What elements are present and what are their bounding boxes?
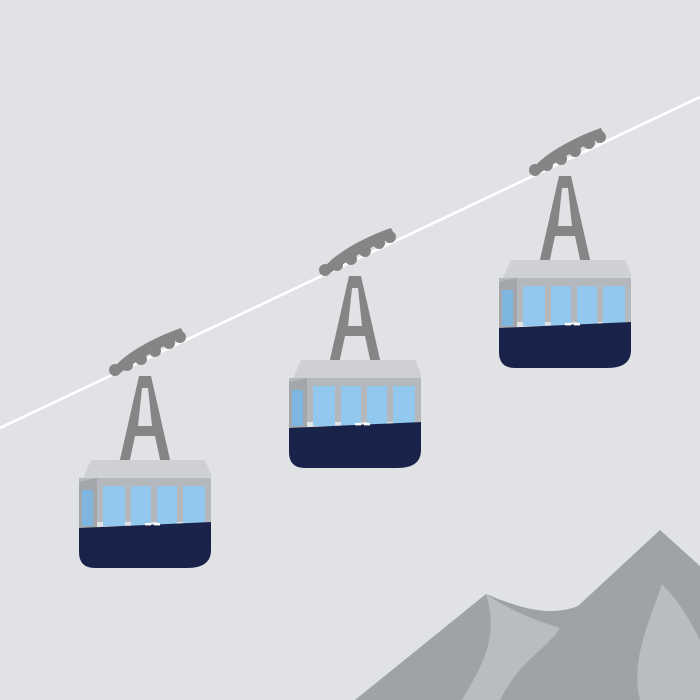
mountain-front-highlight [637, 584, 700, 700]
cabin-vent [364, 423, 370, 426]
cabin-side-window [82, 490, 93, 526]
cabin-window [131, 486, 151, 526]
cabin-window [393, 386, 415, 426]
cabin-roof [503, 260, 631, 280]
cabin-roof [293, 360, 421, 380]
cabin-vent [145, 523, 151, 526]
cabin-vent [574, 323, 580, 326]
cable-car-icon [499, 128, 631, 368]
cabin-window [551, 286, 571, 326]
gondolas-group [79, 128, 631, 568]
cabin-window [603, 286, 625, 326]
mountain-icon [355, 530, 700, 700]
cabin-vent [154, 523, 160, 526]
cabin-roof [83, 460, 211, 480]
cabin-lower-body [289, 422, 421, 468]
cabin-vent [565, 323, 571, 326]
cabin-lower-body [499, 322, 631, 368]
cabin-window [103, 486, 125, 526]
cabin-side-window [502, 290, 513, 326]
mountain-snow-ridge [462, 594, 560, 700]
cable-car-icon [79, 328, 211, 568]
cabin-window [577, 286, 597, 326]
cabin-window [341, 386, 361, 426]
cabin-window [313, 386, 335, 426]
cabin-side-window [292, 390, 303, 426]
cabin-vent [355, 423, 361, 426]
mountain-back [355, 530, 700, 700]
cabin-lower-body [79, 522, 211, 568]
cabin-window [183, 486, 205, 526]
cabin-window [157, 486, 177, 526]
cabin-window [367, 386, 387, 426]
cabin-window [523, 286, 545, 326]
cable-car-icon [289, 228, 421, 468]
